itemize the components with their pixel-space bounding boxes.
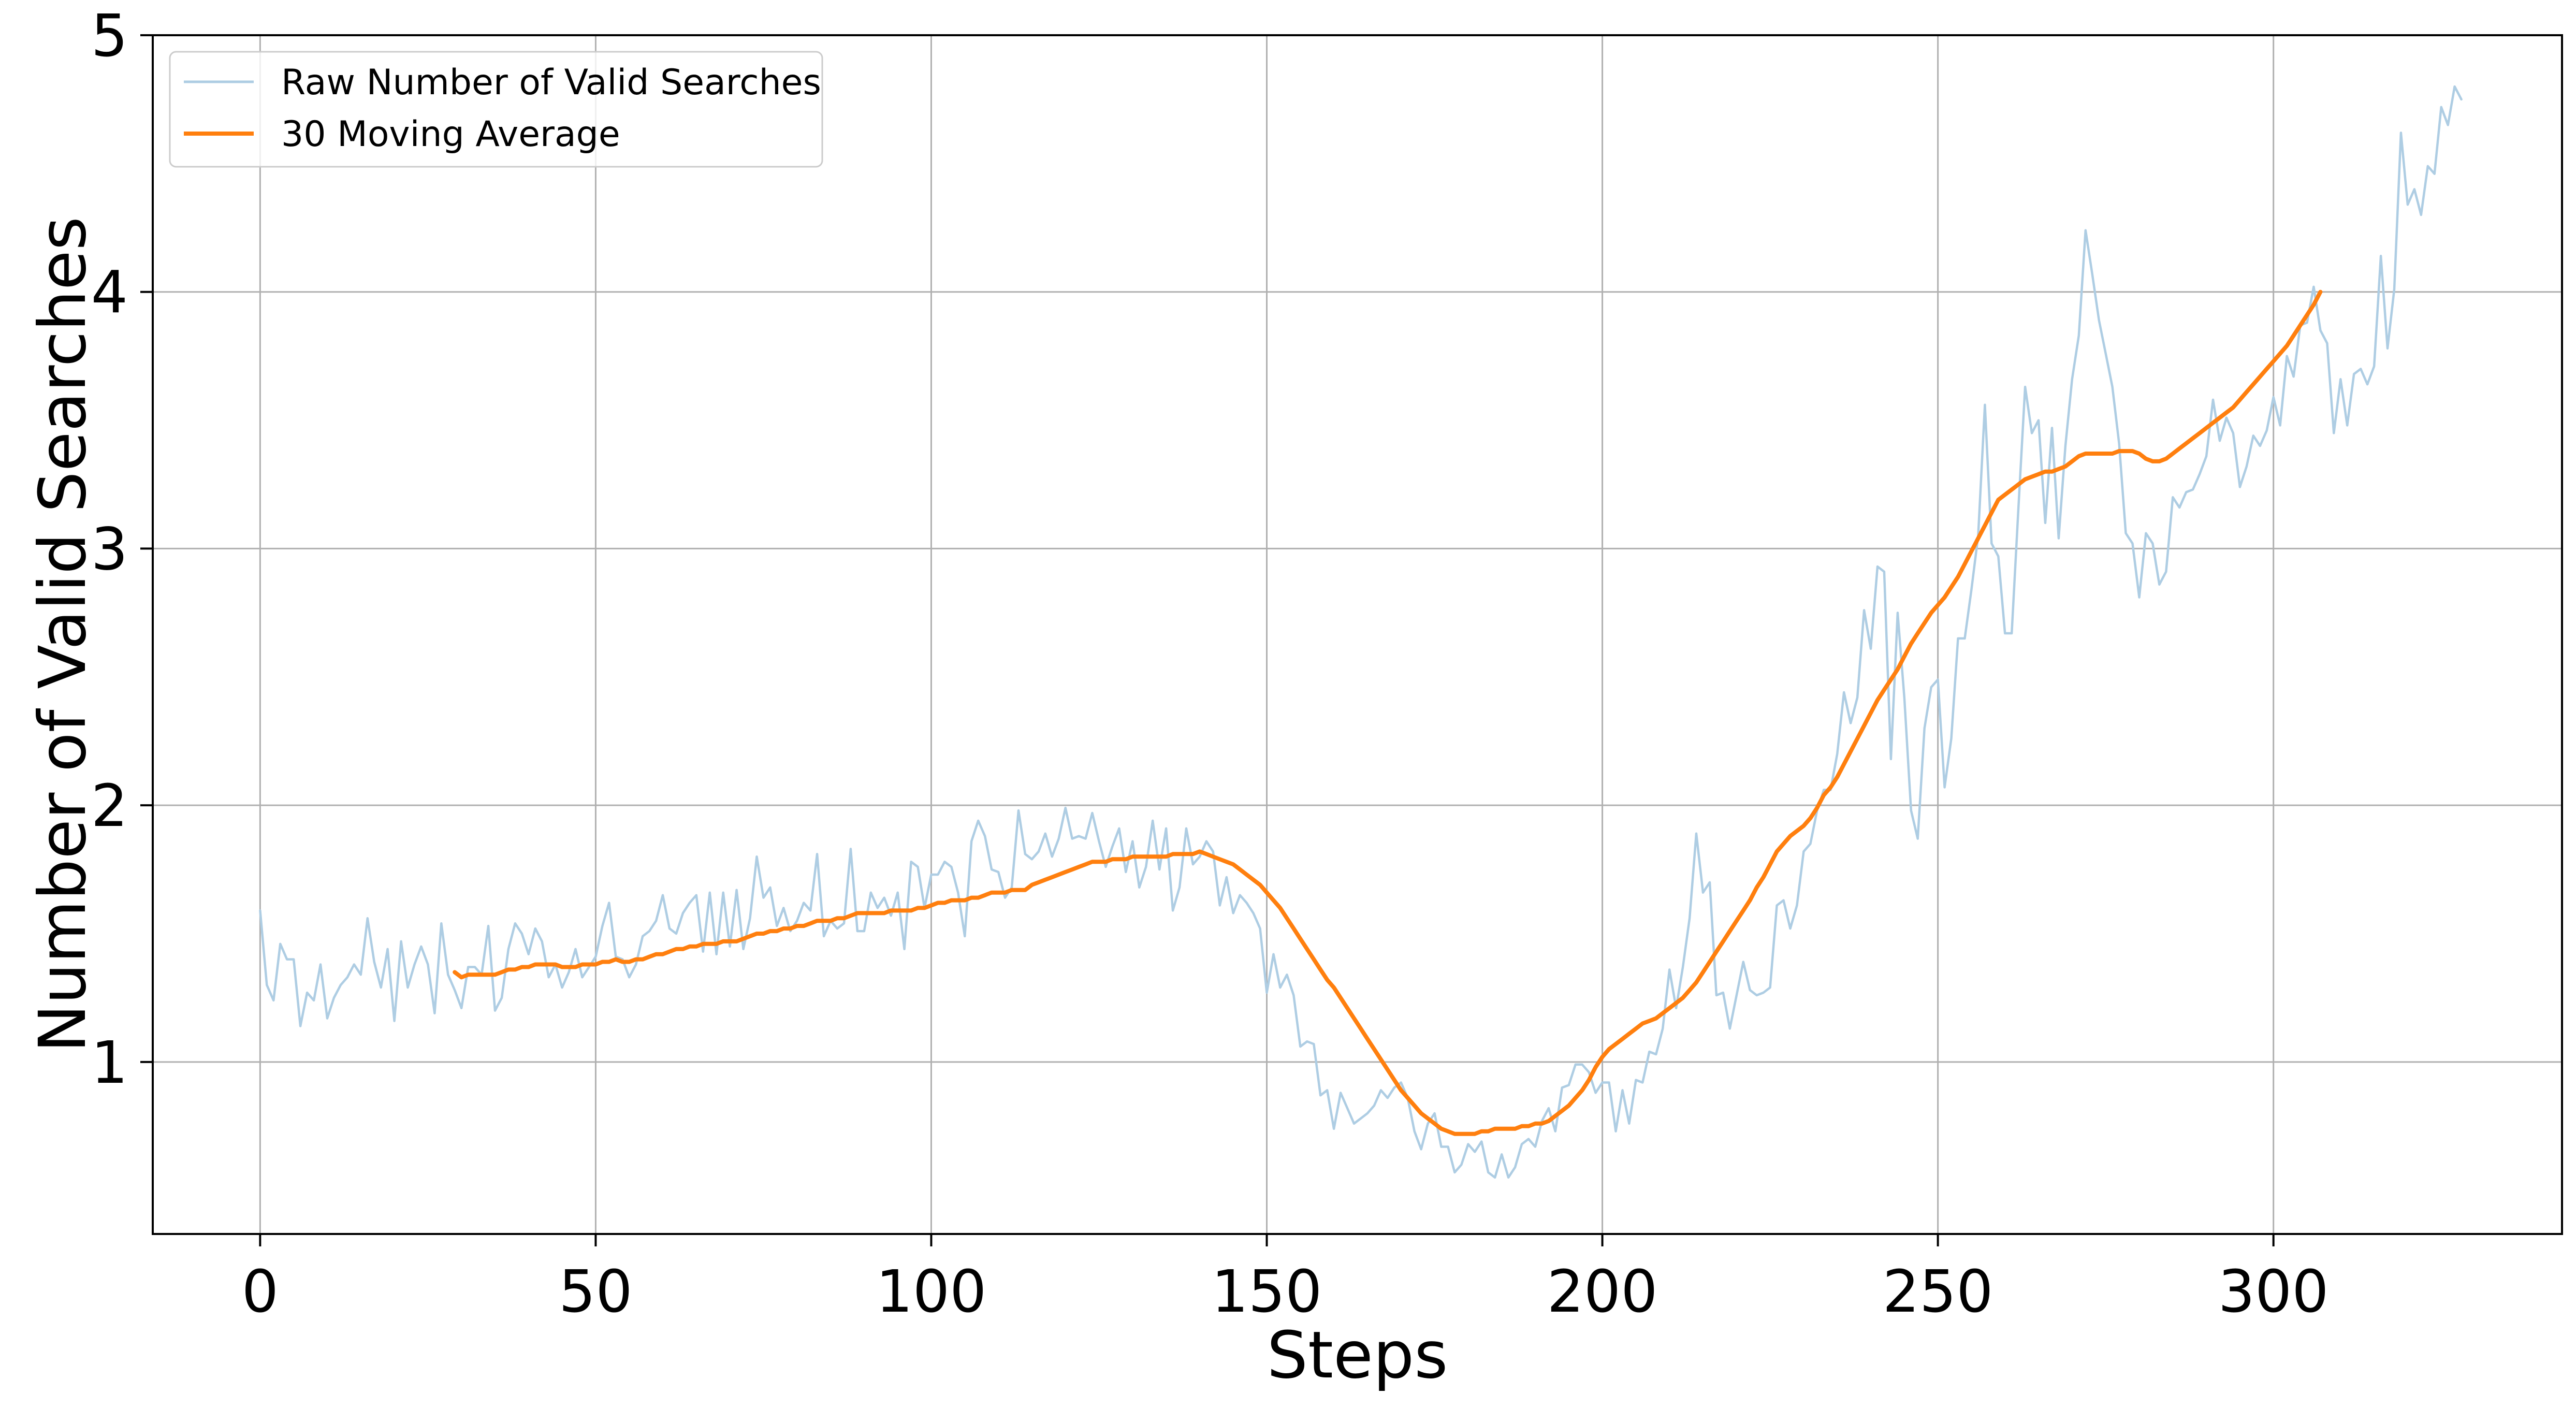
x-tick-label: 200 bbox=[1547, 1258, 1658, 1326]
ticks: 0 50 100 150 200 250 300 1 2 3 4 5 bbox=[91, 3, 2329, 1326]
y-tick-label: 2 bbox=[91, 773, 128, 840]
legend-box bbox=[169, 51, 823, 168]
legend-label-raw: Raw Number of Valid Searches bbox=[281, 62, 821, 103]
x-tick-label: 150 bbox=[1212, 1258, 1322, 1326]
plot-frame bbox=[152, 34, 2563, 1235]
moving-average-line bbox=[453, 289, 2323, 1136]
x-tick-label: 250 bbox=[1883, 1258, 1993, 1326]
legend-label-moving-average: 30 Moving Average bbox=[281, 114, 620, 155]
x-tick-label: 50 bbox=[559, 1258, 633, 1326]
series-layer bbox=[259, 85, 2463, 1179]
y-tick-label: 3 bbox=[91, 516, 128, 583]
y-tick-label: 4 bbox=[91, 259, 128, 327]
y-tick-label: 1 bbox=[91, 1029, 128, 1097]
x-tick-label: 100 bbox=[876, 1258, 987, 1326]
raw-valid-searches-line bbox=[259, 85, 2463, 1179]
x-axis-title: Steps bbox=[1267, 1318, 1448, 1393]
y-tick-label: 5 bbox=[91, 3, 128, 70]
y-axis-title: Number of Valid Searches bbox=[25, 216, 100, 1053]
x-tick-label: 0 bbox=[242, 1258, 279, 1326]
x-tick-label: 300 bbox=[2218, 1258, 2329, 1326]
legend: Raw Number of Valid Searches 30 Moving A… bbox=[169, 51, 823, 168]
